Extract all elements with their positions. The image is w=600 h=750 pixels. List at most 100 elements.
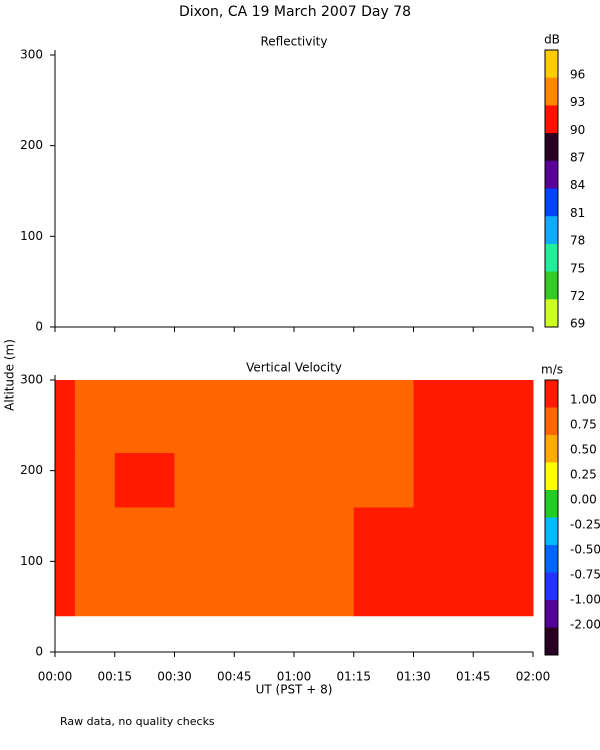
page-title: Dixon, CA 19 March 2007 Day 78 [179, 4, 411, 20]
x-tick-label: 01:00 [277, 670, 312, 684]
colorbar-tick-label: 0.00 [570, 493, 597, 507]
heatmap-cell [55, 380, 76, 454]
y-tick-label: 0 [35, 645, 43, 659]
heatmap-cell [473, 452, 534, 508]
heatmap-cell [55, 506, 76, 562]
heatmap-cell [234, 506, 295, 562]
colorbar-tick-label: 90 [570, 123, 585, 137]
y-tick-label: 300 [20, 48, 43, 62]
y-axis-label: Altitude (m) [3, 339, 17, 411]
x-tick-label: 01:30 [396, 670, 431, 684]
colorbar-tick-label: 0.50 [570, 443, 597, 457]
heatmap-cell [473, 506, 534, 562]
heatmap-cell [114, 561, 175, 617]
x-tick-label: 01:15 [336, 670, 371, 684]
y-tick-label: 200 [20, 463, 43, 477]
panel-title: Reflectivity [260, 35, 327, 49]
heatmap-cell [294, 506, 355, 562]
colorbar-band [545, 435, 558, 463]
heatmap-cell [413, 452, 474, 508]
heatmap-cell [74, 561, 116, 617]
heatmap-cell [114, 506, 175, 562]
heatmap-cell [413, 561, 474, 617]
colorbar-band [545, 77, 558, 106]
heatmap-cell [74, 380, 116, 454]
colorbar-band [545, 627, 558, 656]
panel-title: Vertical Velocity [246, 361, 342, 375]
colorbar-tick-label: 0.75 [570, 418, 597, 432]
colorbar-tick-label: -0.50 [570, 543, 600, 557]
heatmap-cell [234, 380, 295, 454]
colorbar-band [545, 380, 558, 408]
heatmap-cell [174, 380, 235, 454]
colorbar-tick-label: 78 [570, 234, 585, 248]
heatmap-cell [294, 452, 355, 508]
colorbar-tick-label: 72 [570, 289, 585, 303]
colorbar-band [545, 160, 558, 189]
x-tick-label: 01:45 [456, 670, 491, 684]
y-tick-label: 200 [20, 138, 43, 152]
heatmap-cell [174, 452, 235, 508]
colorbar-band [545, 299, 558, 328]
colorbar-unit: m/s [541, 363, 563, 377]
heatmap-cell [294, 561, 355, 617]
heatmap-cell [174, 561, 235, 617]
x-tick-label: 00:00 [38, 670, 73, 684]
colorbar-tick-label: 75 [570, 261, 585, 275]
colorbar-tick-label: 93 [570, 95, 585, 109]
colorbar-band [545, 462, 558, 491]
colorbar-tick-label: 87 [570, 151, 585, 165]
colorbar-band [545, 271, 558, 300]
heatmap-cell [234, 452, 295, 508]
colorbar-frame [544, 379, 559, 656]
colorbar-band [545, 572, 558, 601]
heatmap-cell [74, 452, 116, 508]
colorbar-unit: dB [544, 33, 560, 47]
heatmap-cell [55, 561, 76, 617]
colorbar-band [545, 133, 558, 162]
colorbar-band [545, 216, 558, 245]
heatmap-cell [55, 452, 76, 508]
heatmap-cell [353, 380, 414, 454]
colorbar-band [545, 243, 558, 273]
x-axis-label: UT (PST + 8) [256, 683, 333, 697]
colorbar-frame [544, 49, 559, 328]
heatmap-cell [473, 561, 534, 617]
x-tick-label: 02:00 [516, 670, 551, 684]
colorbar-tick-label: 84 [570, 178, 585, 192]
colorbar-band [545, 517, 558, 546]
heatmap-cell [413, 380, 474, 454]
colorbar-tick-label: 96 [570, 67, 585, 81]
colorbar-band [545, 490, 558, 518]
colorbar-band [545, 188, 558, 217]
x-tick-label: 00:15 [97, 670, 132, 684]
y-tick-label: 100 [20, 554, 43, 568]
colorbar-tick-label: 0.25 [570, 468, 597, 482]
colorbar-tick-label: 1.00 [570, 393, 597, 407]
heatmap-cell [473, 380, 534, 454]
colorbar-band [545, 105, 558, 134]
heatmap-cell [114, 380, 175, 454]
heatmap-cell [114, 452, 175, 508]
y-tick-label: 300 [20, 373, 43, 387]
heatmap-cell [294, 380, 355, 454]
heatmap-cell [413, 506, 474, 562]
heatmap-cell [353, 452, 414, 508]
y-tick-label: 0 [35, 320, 43, 334]
colorbar-band [545, 407, 558, 436]
x-tick-label: 00:45 [217, 670, 252, 684]
colorbar-tick-label: -0.75 [570, 568, 600, 582]
colorbar-tick-label: -2.00 [570, 618, 600, 632]
heatmap-cell [74, 506, 116, 562]
heatmap-cell [234, 561, 295, 617]
y-tick-label: 100 [20, 229, 43, 243]
colorbar-band [545, 600, 558, 628]
colorbar-tick-label: 81 [570, 206, 585, 220]
footnote: Raw data, no quality checks [60, 715, 215, 728]
heatmap-cell [353, 506, 414, 562]
heatmap-cell [353, 561, 414, 617]
colorbar-tick-label: -1.00 [570, 593, 600, 607]
x-tick-label: 00:30 [157, 670, 192, 684]
colorbar-band [545, 545, 558, 573]
